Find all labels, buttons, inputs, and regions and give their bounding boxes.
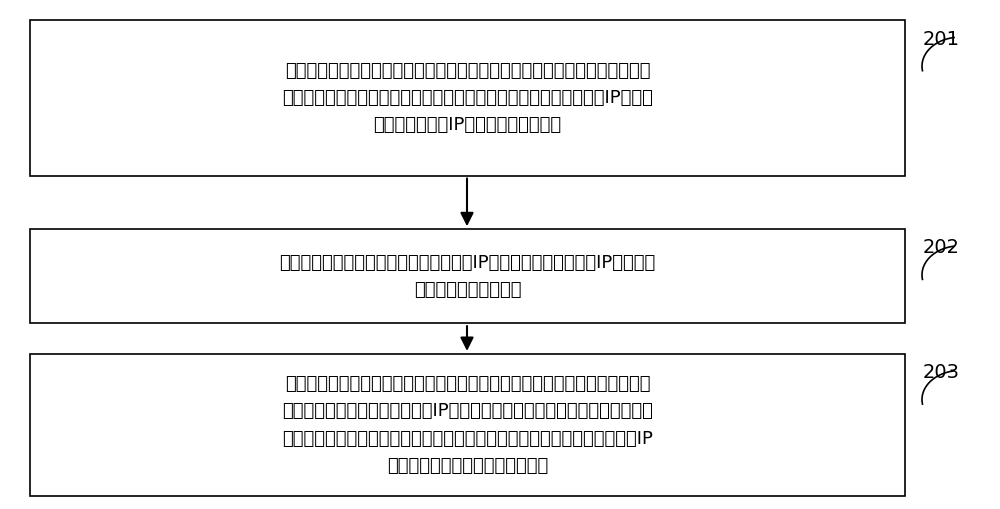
Bar	[30, 354, 905, 496]
Text: 根据所接收到的硬盘配置信息中的以太网接口硬盘的存储空间分配信息，向每
个以太网接口硬盘发送容量分配命令，所述容量分配命令中包括主机IP地址与
分配给所述主机IP: 根据所接收到的硬盘配置信息中的以太网接口硬盘的存储空间分配信息，向每 个以太网接…	[282, 62, 653, 134]
Text: 202: 202	[923, 238, 960, 257]
Text: 201: 201	[923, 30, 960, 48]
Bar	[30, 20, 905, 176]
Text: 当接收到主机下发的以太网接口硬盘的写操作命令时，判断所述写操作命令中
的写地址是否包含在分配给所述IP地址的硬盘存储空间中，如果是，则将所述
写操作命令转发至所: 当接收到主机下发的以太网接口硬盘的写操作命令时，判断所述写操作命令中 的写地址是…	[282, 375, 653, 475]
Bar	[30, 229, 905, 323]
Text: 203: 203	[923, 363, 960, 382]
Text: 接收并存储每以太网接口硬盘发送的主机IP地址与分配给所述主机IP地址的硬
盘存储空间的对应关系: 接收并存储每以太网接口硬盘发送的主机IP地址与分配给所述主机IP地址的硬 盘存储…	[279, 253, 656, 299]
